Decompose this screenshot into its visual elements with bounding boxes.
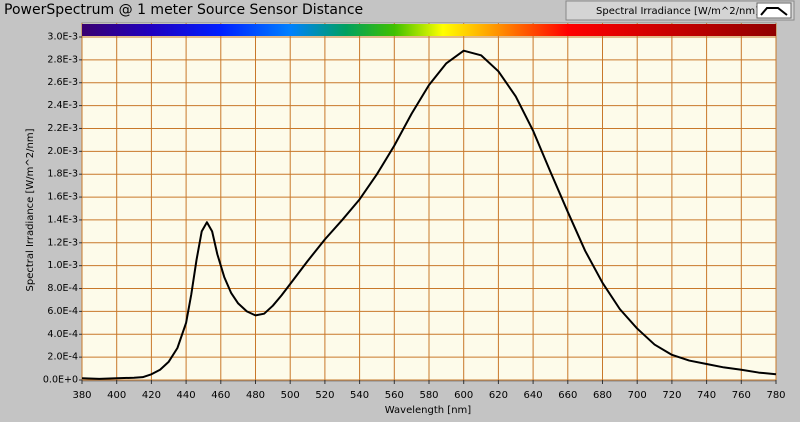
- x-tick-label: 560: [385, 390, 404, 401]
- x-tick-label: 600: [454, 390, 473, 401]
- line: [81, 49, 777, 380]
- x-tick-label: 440: [177, 390, 196, 401]
- y-tick-label: 6.0E-4: [47, 306, 78, 317]
- y-tick-label: 4.0E-4: [47, 329, 78, 340]
- x-tick-label: 780: [766, 390, 785, 401]
- x-tick-label: 680: [593, 390, 612, 401]
- x-tick-label: 740: [697, 390, 716, 401]
- x-tick-label: 640: [524, 390, 543, 401]
- y-tick-label: 1.2E-3: [47, 237, 78, 248]
- y-tick-label: 0.0E+0: [43, 375, 78, 386]
- y-tick-label: 1.6E-3: [47, 192, 78, 203]
- legend: Spectral Irradiance [W/m^2/nm]: [565, 0, 795, 21]
- x-axis-label: Wavelength [nm]: [385, 405, 471, 416]
- y-tick-label: 2.6E-3: [47, 77, 78, 88]
- x-tick-label: 540: [350, 390, 369, 401]
- y-tick-label: 1.4E-3: [47, 214, 78, 225]
- y-tick-label: 1.0E-3: [47, 260, 78, 271]
- legend-label: Spectral Irradiance [W/m^2/nm]: [596, 6, 759, 17]
- x-tick-label: 660: [558, 390, 577, 401]
- legend-box: [565, 0, 795, 21]
- legend-swatch: [760, 7, 788, 16]
- x-tick-label: 580: [419, 390, 438, 401]
- y-tick-label: 2.0E-4: [47, 352, 78, 363]
- x-tick-label: 700: [628, 390, 647, 401]
- x-tick-label: 720: [662, 390, 681, 401]
- x-tick-label: 380: [72, 390, 91, 401]
- y-tick-label: 2.2E-3: [47, 123, 78, 134]
- y-axis-label: Spectral Irradiance [W/m^2/nm]: [25, 128, 36, 291]
- x-tick-label: 520: [315, 390, 334, 401]
- legend-swatch-box: [756, 2, 792, 19]
- y-tick-label: 2.8E-3: [47, 54, 78, 65]
- y-tick-label: 8.0E-4: [47, 283, 78, 294]
- x-tick-label: 620: [489, 390, 508, 401]
- y-tick-label: 2.4E-3: [47, 100, 78, 111]
- y-tick-label: 2.0E-3: [47, 146, 78, 157]
- x-tick-label: 760: [732, 390, 751, 401]
- color-bar: [82, 24, 776, 36]
- chart-title: PowerSpectrum @ 1 meter Source Sensor Di…: [4, 2, 363, 18]
- x-tick-label: 500: [281, 390, 300, 401]
- x-tick-label: 480: [246, 390, 265, 401]
- x-tick-label: 400: [107, 390, 126, 401]
- x-tick-label: 460: [211, 390, 230, 401]
- y-tick-label: 1.8E-3: [47, 169, 78, 180]
- y-tick-label: 3.0E-3: [47, 32, 78, 43]
- x-tick-label: 420: [142, 390, 161, 401]
